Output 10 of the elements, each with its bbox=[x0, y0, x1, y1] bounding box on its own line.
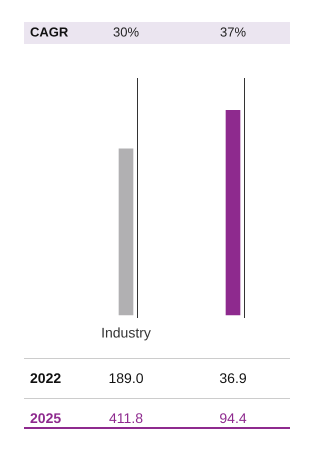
data-label: 37% bbox=[220, 24, 246, 40]
text: 2025 bbox=[30, 410, 62, 426]
text: 189.0 bbox=[108, 370, 144, 386]
text: CAGR bbox=[30, 24, 69, 40]
text: 94.4 bbox=[219, 410, 247, 426]
x-tick-label: Industry bbox=[101, 324, 151, 340]
text: 411.8 bbox=[109, 410, 143, 426]
data-label: 30% bbox=[112, 24, 140, 40]
text: 2022 bbox=[30, 370, 62, 386]
text: 36.9 bbox=[219, 370, 247, 386]
